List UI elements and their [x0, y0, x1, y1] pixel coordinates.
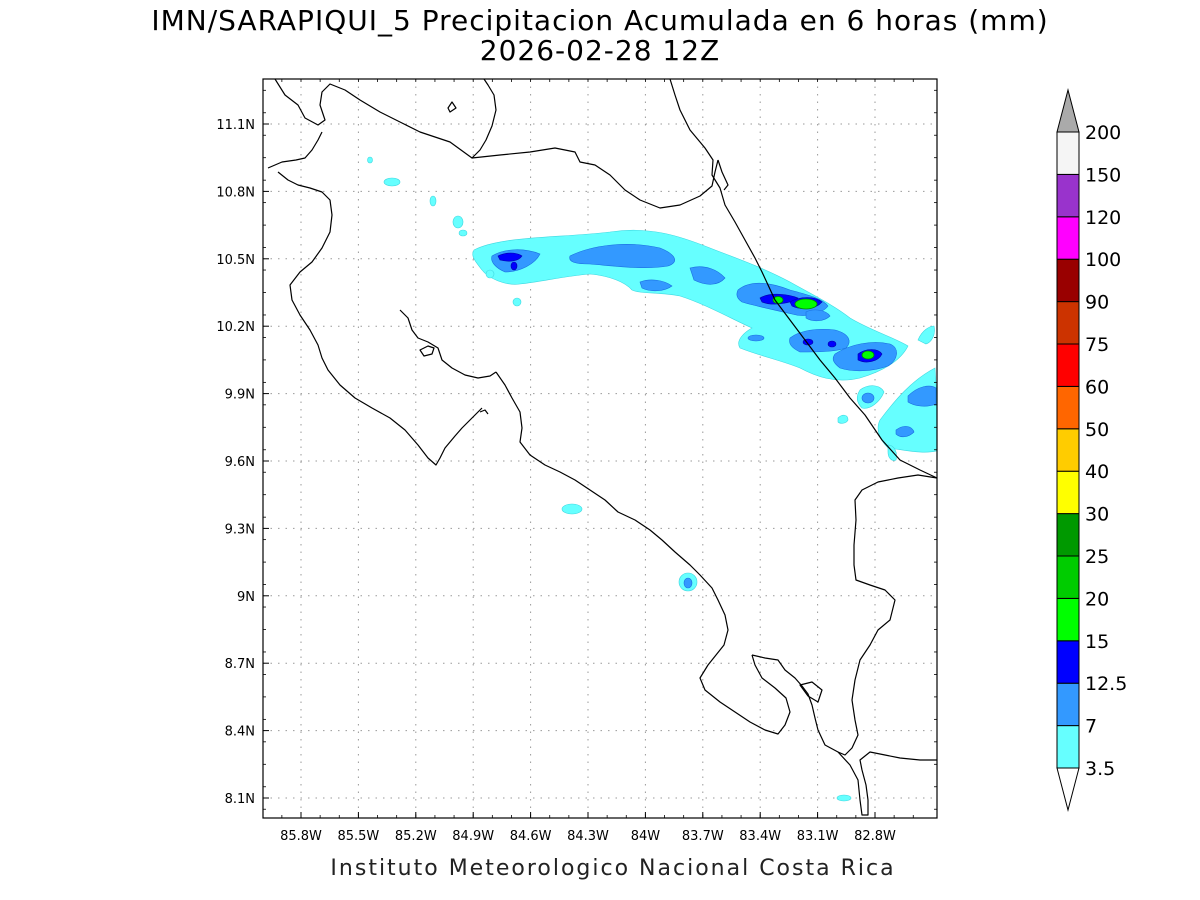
colorbar-swatch: [1056, 216, 1080, 260]
map-frame: [262, 78, 938, 819]
precip-area-15mm: [772, 296, 875, 360]
lon-tick-label: 83.7W: [682, 829, 724, 844]
lat-tick-label: 10.8N: [216, 185, 255, 200]
map-title: IMN/SARAPIQUI_5 Precipitacion Acumulada …: [151, 4, 1049, 37]
colorbar-over-arrow: [1056, 88, 1080, 133]
colorbar-label: 75: [1085, 334, 1109, 356]
colorbar-label: 40: [1085, 461, 1109, 483]
colorbar-under-arrow: [1056, 767, 1080, 812]
colorbar-label: 150: [1085, 164, 1121, 186]
footer-credit: Instituto Meteorologico Nacional Costa R…: [330, 856, 896, 881]
longitude-axis: 85.8W 85.5W 85.2W 84.9W 84.6W 84.3W 84W 83.7W 83…: [280, 79, 914, 844]
coastline: [267, 79, 937, 816]
colorbar-label: 120: [1085, 207, 1121, 229]
colorbar-label: 20: [1085, 588, 1109, 610]
lon-tick-label: 85.2W: [395, 829, 437, 844]
lat-tick-label: 9.6N: [225, 455, 255, 470]
colorbar-label: 200: [1085, 122, 1121, 144]
colorbar-label: 30: [1085, 504, 1109, 526]
lon-tick-label: 85.5W: [337, 829, 379, 844]
colorbar-swatch: [1056, 470, 1080, 515]
colorbar-label: 25: [1085, 546, 1109, 568]
colorbar-label: 12.5: [1085, 673, 1127, 695]
colorbar-label: 90: [1085, 292, 1109, 314]
colorbar-swatch: [1056, 682, 1080, 727]
lat-tick-label: 10.5N: [216, 253, 255, 268]
lon-tick-label: 84.6W: [510, 829, 552, 844]
lon-tick-label: 84W: [631, 829, 661, 844]
colorbar-swatch: [1056, 725, 1080, 769]
lat-tick-label: 8.7N: [225, 657, 255, 672]
lat-tick-label: 8.1N: [225, 792, 255, 807]
lat-tick-label: 9.3N: [225, 522, 255, 537]
lon-tick-label: 83.4W: [739, 829, 781, 844]
colorbar-label: 7: [1085, 716, 1097, 738]
colorbar-swatch: [1056, 343, 1080, 387]
colorbar-label: 15: [1085, 631, 1109, 653]
colorbar-swatch: [1056, 301, 1080, 345]
map-grid: [263, 79, 937, 818]
colorbar-swatch: [1056, 513, 1080, 557]
lon-tick-label: 82.8W: [854, 829, 896, 844]
colorbar-legend: 3.5 7 12.5 15 20 25 30 40 50 60 75 90 100 120 150 200: [1056, 88, 1127, 812]
lon-tick-label: 84.9W: [452, 829, 494, 844]
lon-tick-label: 85.8W: [280, 829, 322, 844]
lat-tick-label: 8.4N: [225, 725, 255, 740]
colorbar-swatch: [1056, 640, 1080, 684]
map-datetime: 2026-02-28 12Z: [479, 34, 721, 67]
colorbar-swatch: [1056, 428, 1080, 472]
colorbar-swatch: [1056, 258, 1080, 303]
colorbar-label: 100: [1085, 249, 1121, 271]
lat-tick-label: 10.2N: [216, 320, 255, 335]
colorbar-swatch: [1056, 173, 1080, 218]
colorbar-label: 50: [1085, 419, 1109, 441]
colorbar-swatch: [1056, 597, 1080, 642]
colorbar-swatch: [1056, 385, 1080, 430]
colorbar-label: 60: [1085, 376, 1109, 398]
colorbar-swatch: [1056, 131, 1080, 175]
colorbar-swatch: [1056, 555, 1080, 599]
latitude-axis: 11.1N 10.8N 10.5N 10.2N 9.9N 9.6N 9.3N 9N 8.7N 8.…: [216, 89, 937, 810]
lon-tick-label: 84.3W: [567, 829, 609, 844]
lat-tick-label: 9N: [237, 590, 255, 605]
lat-tick-label: 11.1N: [216, 118, 255, 133]
lon-tick-label: 83.1W: [797, 829, 839, 844]
colorbar-label: 3.5: [1085, 758, 1115, 780]
lat-tick-label: 9.9N: [225, 388, 255, 403]
